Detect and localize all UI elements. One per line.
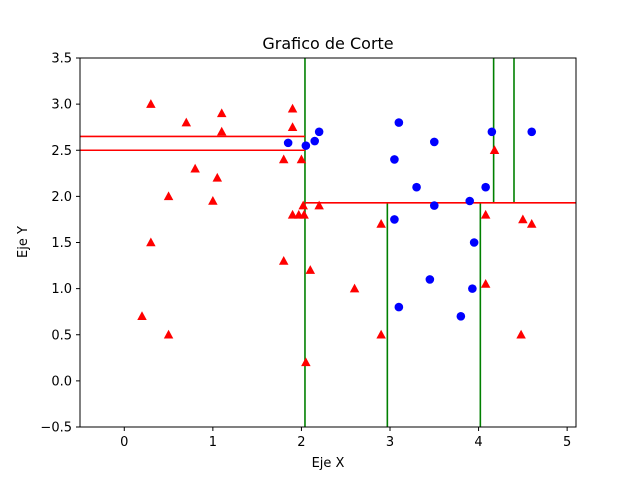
red-triangle-point-1: [146, 237, 156, 247]
red-triangle-point-4: [163, 191, 174, 201]
red-triangle-point-11: [278, 255, 289, 265]
red-triangle-point-10: [216, 108, 227, 118]
plot-background: [80, 58, 576, 427]
red-triangle-point-8: [212, 172, 223, 182]
y-tick-label-2: 0.5: [51, 328, 72, 343]
blue-circle-point-9: [425, 275, 435, 284]
blue-circle-point-14: [468, 284, 477, 293]
y-tick-label-4: 1.5: [51, 236, 72, 251]
y-tick-label-5: 2.0: [51, 190, 72, 205]
x-tick-label-5: 5: [563, 435, 571, 450]
red-triangle-point-14: [287, 122, 298, 131]
red-triangle-point-22: [314, 200, 324, 210]
red-triangle-point-20: [301, 357, 311, 367]
x-axis: 0 1 2 3 4 5: [120, 427, 571, 450]
red-triangle-point-0: [137, 311, 147, 321]
blue-circle-point-3: [314, 127, 324, 137]
x-tick-label-2: 2: [297, 435, 305, 450]
y-axis: −0.5 0.0 0.5 1.0 1.5 2.0 2.5 3.0 3.5: [40, 52, 80, 436]
red-triangle-point-17: [296, 154, 307, 164]
blue-circle-point-7: [394, 302, 404, 312]
red-triangle-point-3: [163, 329, 174, 339]
y-tick-label-1: 0.0: [51, 374, 72, 389]
blue-circle-point-13: [465, 196, 475, 206]
red-triangle-point-15: [287, 103, 298, 113]
plot-area: [79, 57, 577, 428]
red-triangle-point-5: [181, 117, 192, 127]
blue-circle-point-6: [394, 118, 404, 127]
red-triangle-point-26: [480, 209, 491, 219]
data-markers: [137, 99, 537, 367]
red-triangle-point-12: [278, 154, 289, 164]
y-tick-label-8: 3.5: [51, 52, 72, 67]
red-triangle-point-9: [216, 126, 227, 136]
red-triangle-point-29: [516, 329, 526, 339]
red-triangle-point-28: [489, 145, 500, 154]
blue-circle-point-16: [481, 182, 490, 192]
y-tick-label-7: 3.0: [51, 98, 72, 113]
blue-circle-point-4: [390, 155, 399, 164]
blue-circle-point-17: [487, 127, 497, 137]
blue-circle-point-8: [412, 182, 421, 192]
blue-circle-point-10: [429, 137, 439, 147]
red-triangle-point-6: [190, 163, 200, 173]
red-triangle-point-24: [376, 329, 386, 339]
red-triangle-point-18: [298, 200, 308, 210]
red-triangle-point-30: [518, 214, 528, 224]
blue-circle-point-1: [301, 141, 311, 150]
red-triangle-point-27: [480, 279, 491, 288]
chart-title: Grafico de Corte: [262, 34, 393, 53]
red-triangle-point-21: [305, 265, 316, 274]
x-tick-label-4: 4: [474, 435, 482, 450]
x-tick-label-1: 1: [209, 435, 217, 450]
blue-circle-point-5: [390, 215, 399, 224]
blue-circle-point-12: [456, 312, 466, 321]
y-tick-label-6: 2.5: [51, 144, 72, 159]
red-triangle-point-13: [287, 209, 298, 219]
blue-circle-point-0: [283, 138, 293, 148]
x-tick-label-3: 3: [386, 435, 394, 450]
blue-circle-point-2: [310, 136, 320, 146]
x-axis-label: Eje X: [312, 456, 345, 471]
red-triangle-point-2: [146, 99, 156, 108]
red-triangle-point-31: [526, 219, 537, 228]
y-tick-label-3: 1.0: [51, 282, 72, 297]
red-triangle-point-25: [376, 219, 386, 228]
y-axis-label: Eje Y: [16, 226, 31, 258]
blue-circle-point-15: [469, 238, 479, 247]
blue-circle-point-18: [527, 127, 537, 137]
blue-circle-point-11: [429, 201, 439, 210]
red-triangle-point-19: [299, 209, 309, 219]
x-tick-label-0: 0: [120, 435, 128, 450]
red-triangle-point-7: [208, 195, 218, 205]
red-triangle-point-23: [349, 283, 360, 293]
y-tick-label-0: −0.5: [40, 421, 72, 436]
